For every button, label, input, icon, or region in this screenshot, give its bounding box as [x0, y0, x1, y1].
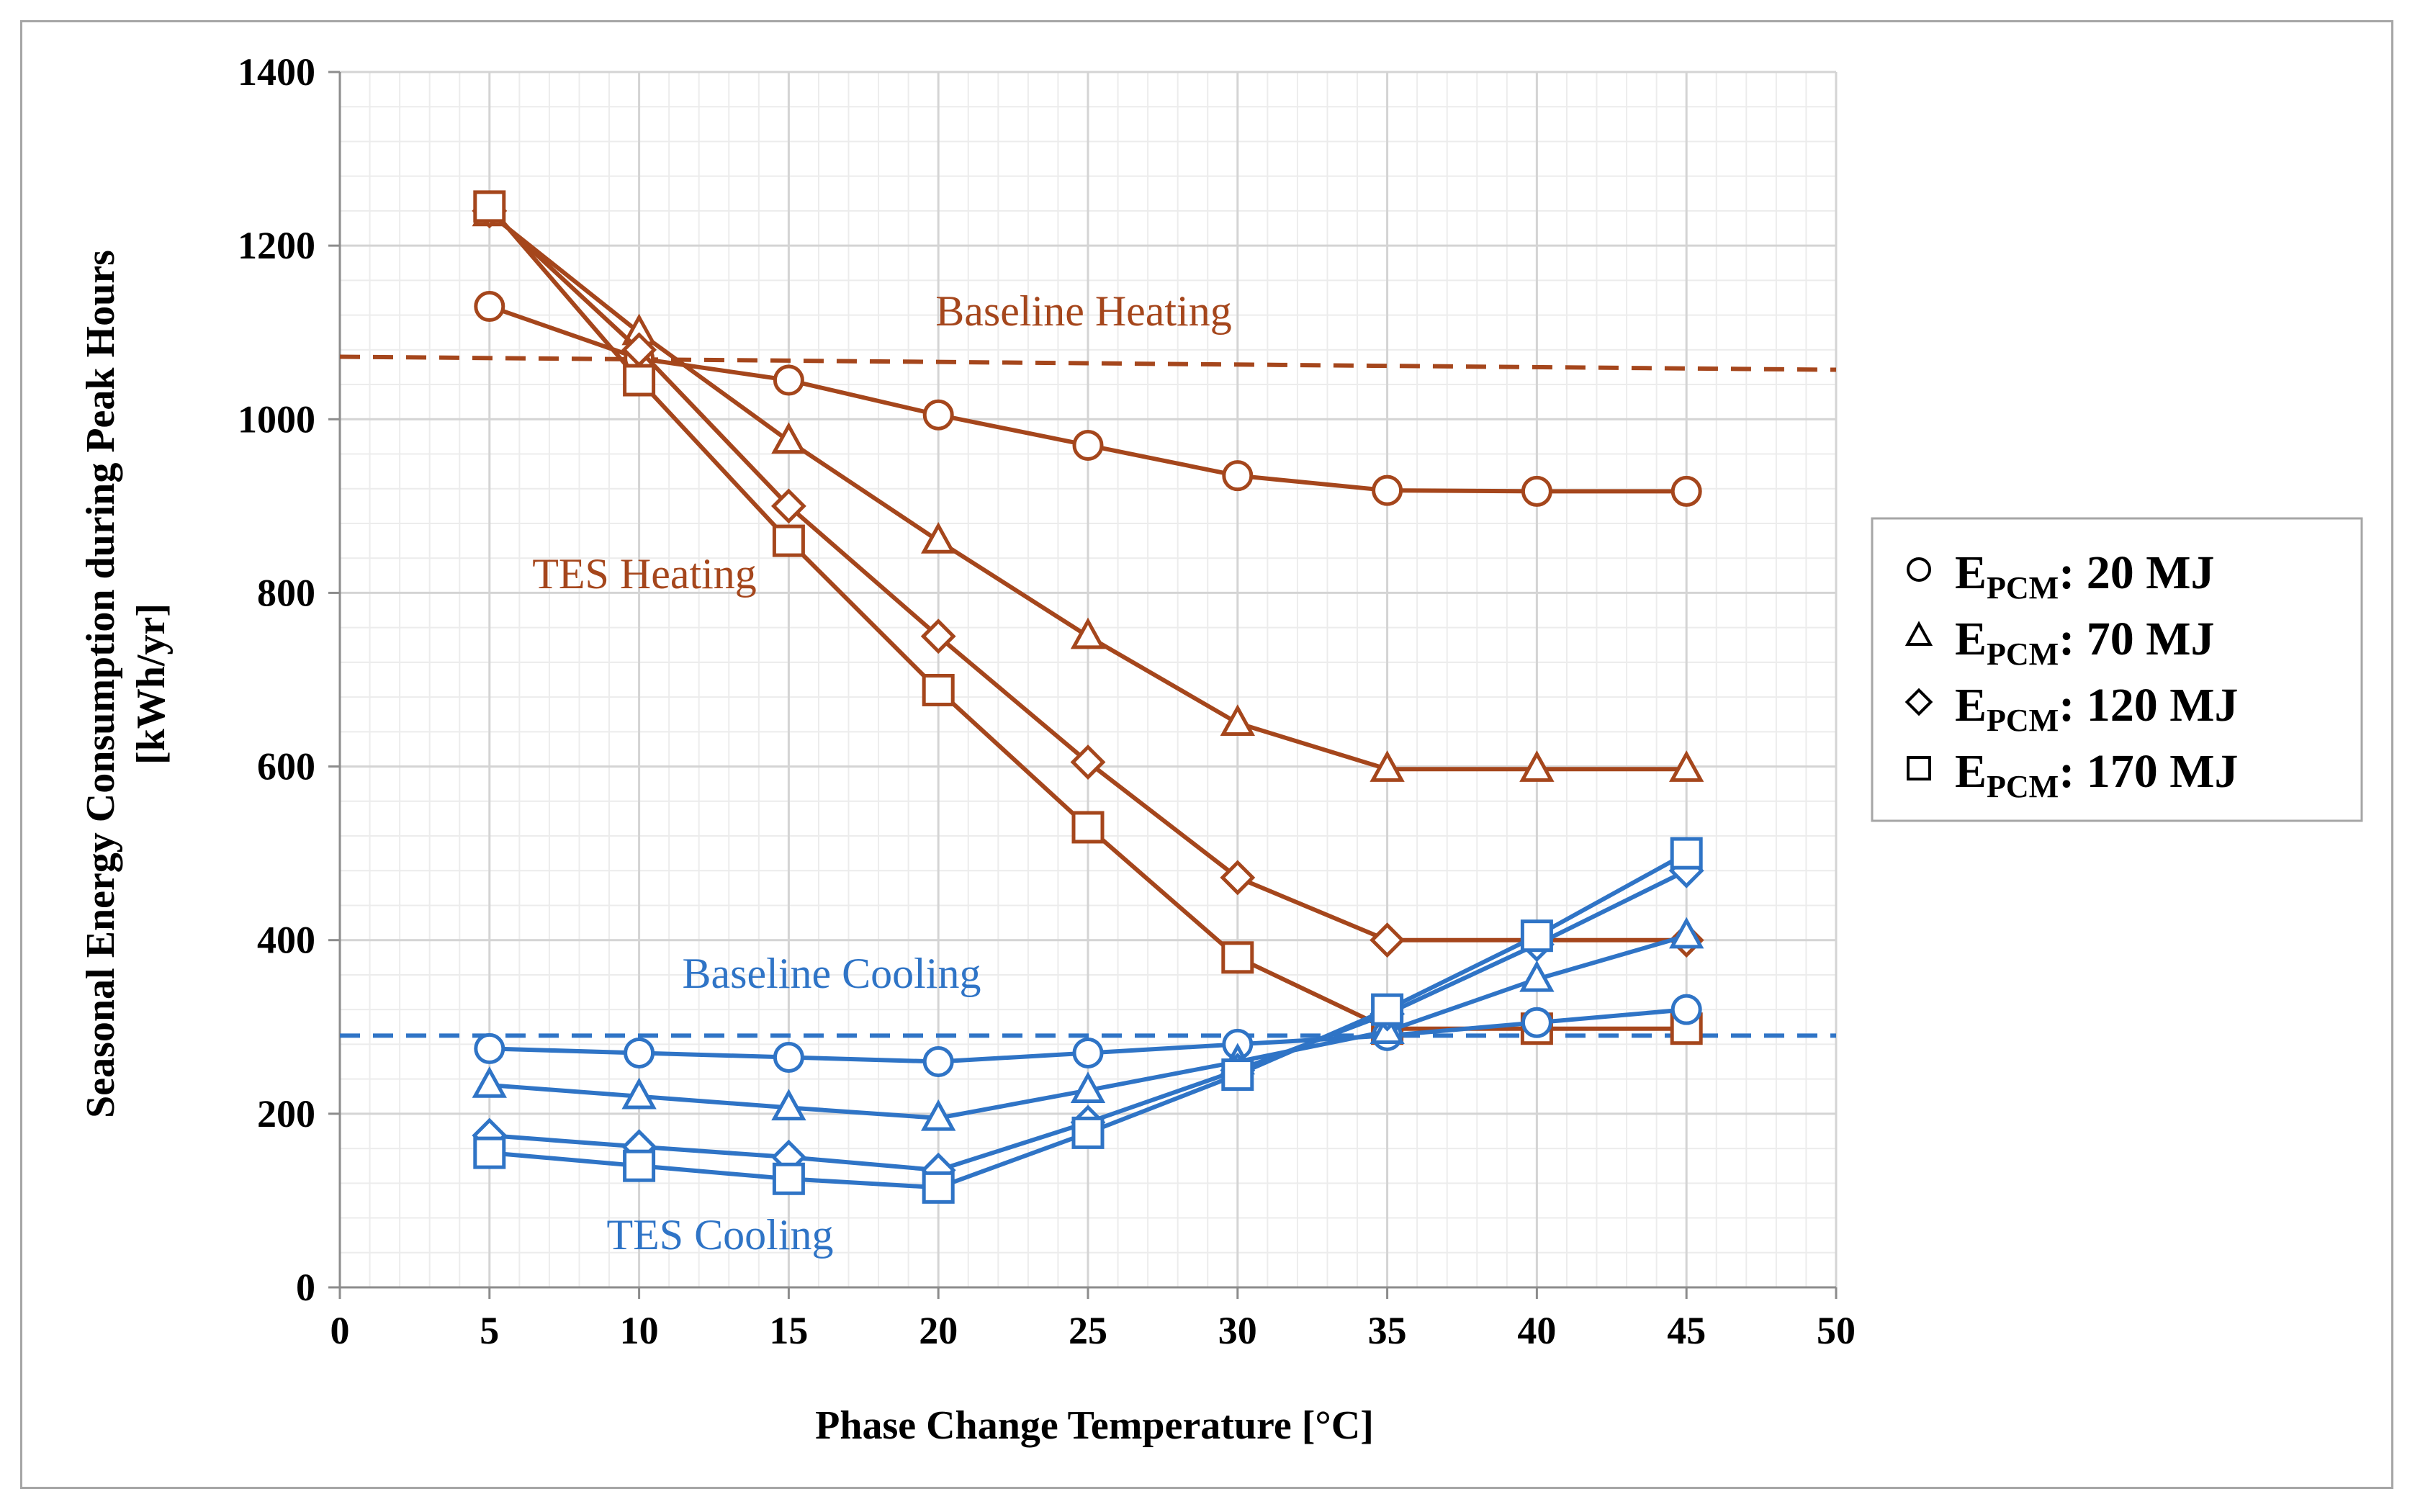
data-point	[922, 673, 955, 706]
y-tick-label: 800	[257, 571, 315, 614]
y-tick-label: 1200	[238, 224, 315, 267]
y-tick-label: 0	[296, 1266, 315, 1309]
data-point	[1520, 919, 1553, 953]
data-point	[1669, 750, 1704, 782]
legend-entry-label: EPCM: 170 MJ	[1955, 745, 2239, 804]
data-point	[921, 522, 956, 554]
data-point	[624, 1037, 655, 1068]
data-point	[770, 488, 806, 524]
annotation-tes-cooling: TES Cooling	[606, 1211, 833, 1259]
data-point	[922, 1171, 955, 1204]
x-tick-label: 50	[1817, 1309, 1856, 1352]
data-point	[922, 1046, 954, 1078]
data-point	[1519, 960, 1555, 992]
y-axis-title-line2: [kWh/yr]	[129, 603, 174, 765]
data-point	[621, 1077, 657, 1110]
data-point	[1372, 474, 1403, 506]
y-tick-label: 1000	[238, 397, 315, 441]
data-point	[922, 399, 954, 431]
data-point	[1521, 475, 1552, 507]
data-point	[772, 1162, 805, 1195]
series-cooling-square	[473, 837, 1703, 1204]
data-point	[1669, 917, 1704, 949]
data-point	[771, 1089, 806, 1121]
baseline-lines	[339, 354, 1837, 1038]
data-point	[1670, 837, 1703, 870]
data-point	[1519, 750, 1555, 782]
y-tick-label: 1400	[238, 50, 315, 94]
legend-entry-label: EPCM: 70 MJ	[1955, 613, 2215, 672]
legend-marker-triangle	[1904, 621, 1933, 646]
data-point	[773, 364, 804, 396]
x-tick-label: 0	[330, 1309, 350, 1352]
legend-box	[1871, 517, 2363, 822]
tick-labels: 0 5 10 15 20 25 30 35 40 45 50 0 200 400 600 800 1000 120…	[238, 50, 1856, 1352]
data-point	[1670, 994, 1702, 1025]
legend: EPCM: 20 MJ EPCM: 70 MJ EPCM: 120 MJ EPCM: …	[1871, 517, 2363, 822]
data-point	[772, 524, 805, 557]
baseline-heating-line	[339, 354, 1837, 372]
data-point	[1071, 811, 1105, 844]
data-point	[921, 1099, 956, 1131]
x-tick-label: 30	[1218, 1309, 1257, 1352]
data-point	[1070, 1071, 1106, 1104]
annotation-baseline-heating: Baseline Heating	[935, 287, 1232, 335]
data-point	[1070, 744, 1106, 780]
data-point	[773, 1041, 804, 1073]
x-tick-label: 25	[1069, 1309, 1107, 1352]
data-point	[1521, 1007, 1552, 1038]
y-axis-title-line1: Seasonal Energy Consumption during Peak …	[78, 250, 123, 1118]
data-point	[473, 190, 506, 223]
data-point	[474, 1032, 505, 1064]
y-tick-label: 600	[257, 745, 315, 788]
data-point	[1071, 1116, 1105, 1149]
data-point	[623, 1149, 656, 1182]
data-point	[1072, 1037, 1104, 1068]
data-point	[1220, 860, 1256, 896]
data-point	[1222, 460, 1254, 492]
x-tick-label: 20	[919, 1309, 958, 1352]
x-tick-label: 15	[769, 1309, 808, 1352]
x-axis-title: Phase Change Temperature [°C]	[815, 1403, 1374, 1448]
data-point	[1220, 704, 1255, 736]
data-point	[771, 422, 806, 454]
annotation-tes-heating: TES Heating	[532, 550, 757, 598]
legend-entry-label: EPCM: 20 MJ	[1955, 546, 2215, 606]
data-point	[1070, 617, 1106, 649]
x-tick-label: 5	[480, 1309, 499, 1352]
data-point	[1670, 475, 1702, 507]
annotation-baseline-cooling: Baseline Cooling	[683, 950, 981, 997]
data-point	[474, 291, 505, 323]
data-point	[473, 1136, 506, 1169]
data-point	[1221, 1058, 1254, 1092]
data-point	[1370, 750, 1405, 782]
data-point	[920, 618, 956, 654]
x-tick-label: 40	[1517, 1309, 1556, 1352]
series-cooling-circle	[474, 994, 1702, 1078]
x-tick-label: 45	[1667, 1309, 1706, 1352]
data-point	[1072, 429, 1104, 461]
data-point	[1221, 941, 1254, 974]
x-tick-label: 10	[620, 1309, 659, 1352]
data-point	[1371, 993, 1404, 1026]
y-tick-label: 400	[257, 919, 315, 962]
annotations: Baseline Heating TES Heating Baseline Cool…	[532, 287, 1232, 1259]
legend-marker-square	[1907, 756, 1931, 780]
data-point	[623, 364, 656, 397]
legend-marker-diamond	[1904, 688, 1933, 716]
y-tick-label: 200	[257, 1092, 315, 1135]
x-tick-label: 35	[1368, 1309, 1407, 1352]
legend-marker-circle	[1907, 557, 1931, 582]
legend-entry-label: EPCM: 120 MJ	[1955, 679, 2239, 738]
axes	[328, 71, 1838, 1299]
data-point	[472, 1066, 507, 1098]
series-group	[472, 190, 1704, 1204]
data-point	[1370, 922, 1406, 958]
